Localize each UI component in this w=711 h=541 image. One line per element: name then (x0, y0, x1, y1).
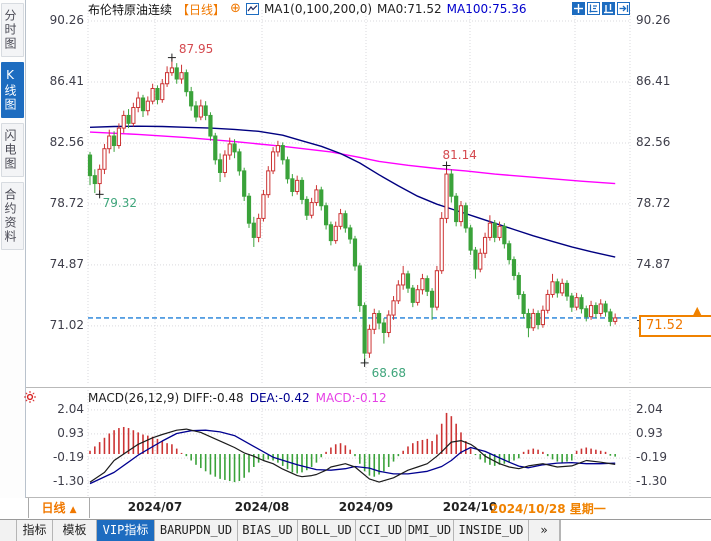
tab-模板[interactable]: 模板 (53, 520, 97, 541)
current-date-label: 2024/10/28 星期一 (490, 502, 606, 516)
y-axis-label: 71.02 (49, 317, 84, 332)
y-axis-label: 78.72 (636, 195, 671, 210)
y-axis-label: 2.04 (57, 401, 84, 416)
tab-BIAS_UD[interactable]: BIAS_UD (238, 520, 298, 541)
tab-BARUPDN_UD[interactable]: BARUPDN_UD (155, 520, 238, 541)
period-label: 日线 (41, 501, 66, 515)
pane-jump-icon[interactable] (617, 2, 630, 15)
y-axis-label: 82.56 (49, 135, 84, 149)
move-crosshair-icon[interactable] (572, 2, 585, 15)
current-price-box[interactable]: 71.52 (639, 314, 711, 337)
month-label: 2024/08 (234, 500, 290, 514)
y-axis-label: 90.26 (49, 13, 84, 27)
y-axis-label: 90.26 (636, 13, 671, 27)
low-price-label: 68.68 (371, 365, 406, 380)
tab-INSIDE_UD[interactable]: INSIDE_UD (454, 520, 529, 541)
panel-separator[interactable] (25, 387, 711, 388)
alarm-sun-icon[interactable] (24, 391, 36, 403)
y-axis-label: 2.04 (636, 401, 663, 416)
ma100-value: MA100:75.36 (446, 2, 527, 16)
y-axis-label: 0.93 (636, 425, 663, 440)
swing-high-label: 81.14 (442, 148, 477, 163)
y-axis-label: -1.30 (52, 474, 84, 489)
macd-dea-label: DEA:-0.42 (249, 391, 310, 405)
period-tag[interactable]: 【日线】 (177, 2, 226, 17)
ma-chart-icon[interactable] (245, 2, 259, 16)
high-price-label: 87.95 (178, 41, 214, 56)
sidebar-item-合约资料[interactable]: 合约资料 (1, 182, 24, 250)
tab-CCI_UD[interactable]: CCI_UD (356, 520, 406, 541)
y-axis-label: 86.41 (49, 74, 84, 88)
y-axis-label: -0.19 (52, 450, 84, 465)
sidebar-item-K线图[interactable]: K线图 (1, 62, 24, 118)
y-axis-label: -1.30 (636, 474, 668, 489)
tab-bar-filler (560, 520, 711, 541)
date-axis-row: 日线 ▲ 2024/07 2024/08 2024/09 2024/10 2024/1… (0, 498, 711, 518)
y-axis-label: -0.19 (636, 450, 668, 465)
start-low-label: 79.32 (102, 196, 137, 211)
chart-header: 布伦特原油连续 【日线】 ⊕ MA1(0,100,200,0) MA0:71.5… (88, 1, 527, 17)
y-axis-label: 0.93 (57, 425, 84, 440)
kline-mode-icon[interactable] (602, 2, 615, 15)
period-arrow-icon: ▲ (69, 505, 77, 515)
ma0-value: MA0:71.52 (377, 2, 442, 16)
tab-DMI_UD[interactable]: DMI_UD (406, 520, 454, 541)
y-axis-label: 74.87 (636, 256, 671, 271)
tab-VIP指标[interactable]: VIP指标 (97, 520, 155, 541)
y-axis-label: 74.87 (49, 256, 84, 271)
period-selector[interactable]: 日线 ▲ (28, 498, 90, 518)
axis-scale-icon[interactable] (587, 2, 600, 15)
sidebar-item-闪电图[interactable]: 闪电图 (1, 123, 24, 177)
instrument-title: 布伦特原油连续 (88, 2, 173, 17)
macd-bottom-border (25, 497, 711, 498)
macd-value-label: MACD:-0.12 (315, 391, 387, 405)
price-up-marker-icon: ▲ (693, 303, 702, 317)
macd-diff-label: MACD(26,12,9) DIFF:-0.48 (88, 391, 244, 405)
month-label: 2024/07 (127, 500, 183, 514)
macd-header: MACD(26,12,9) DIFF:-0.48 DEA:-0.42 MACD:… (88, 391, 387, 405)
month-label: 2024/09 (338, 500, 394, 514)
ma-settings-label: MA1(0,100,200,0) (263, 2, 373, 16)
sidebar-item-分时图[interactable]: 分时图 (1, 3, 24, 57)
add-indicator-icon[interactable]: ⊕ (230, 1, 241, 16)
month-label: 2024/10 (442, 500, 498, 514)
tab-spacer (0, 520, 17, 541)
left-sidebar: 分时图 K线图闪电图合约资料 (0, 0, 26, 518)
y-axis-label: 78.72 (49, 195, 84, 210)
tab-»[interactable]: » (529, 520, 560, 541)
y-axis-label: 86.41 (636, 74, 671, 88)
tab-BOLL_UD[interactable]: BOLL_UD (298, 520, 356, 541)
indicator-tab-bar: 指标 模板 VIP指标 BARUPDN_UD BIAS_UD BOLL_UD CCI_UD D… (0, 519, 711, 541)
tab-指标[interactable]: 指标 (17, 520, 53, 541)
chart-toolbar (572, 2, 630, 15)
y-axis-label: 82.56 (636, 135, 671, 149)
